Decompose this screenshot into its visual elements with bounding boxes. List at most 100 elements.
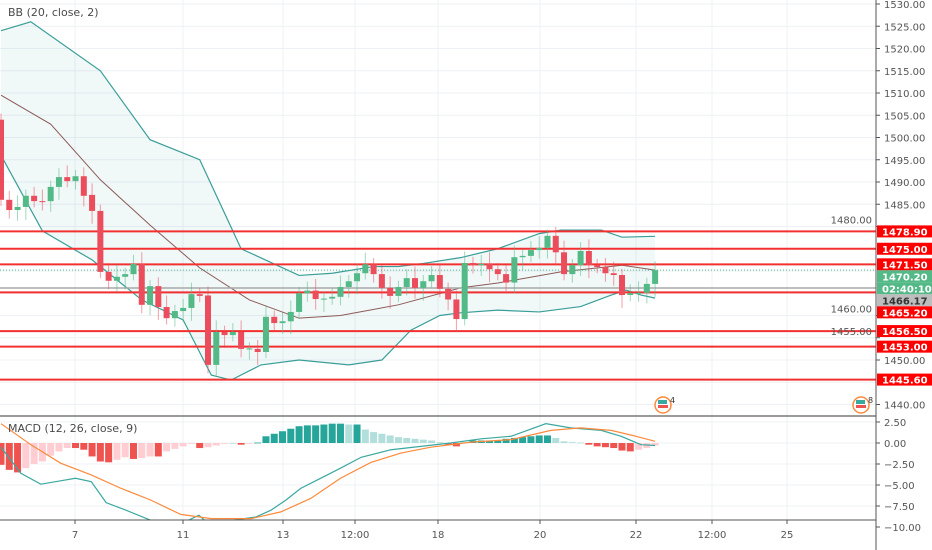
macd-histogram-bar: [535, 435, 543, 443]
candle-body: [213, 331, 220, 365]
level-price-label: 1465.20: [882, 308, 928, 319]
macd-histogram-bar: [378, 433, 386, 443]
candle-body: [378, 274, 385, 288]
bb-upper-line: [0, 21, 656, 277]
level-price-label-bg: [877, 258, 932, 271]
candle-body: [436, 275, 443, 289]
candle-body: [403, 278, 410, 288]
candle-body: [246, 348, 253, 350]
candle-body: [337, 287, 344, 297]
macd-tick-label: −5.00: [884, 481, 915, 492]
macd-histogram-bar: [651, 443, 659, 446]
macd-histogram-bar: [0, 443, 5, 465]
macd-histogram-bar: [295, 426, 303, 443]
macd-histogram-bar: [237, 443, 245, 445]
macd-histogram-bar: [436, 442, 444, 443]
candle-body: [395, 287, 402, 296]
macd-histogram-bar: [403, 437, 411, 443]
candle-body: [72, 176, 79, 182]
candle-body: [312, 290, 319, 300]
candle-body: [602, 266, 609, 274]
price-tick-label: 1510.00: [884, 89, 925, 100]
price-tick-label: 1480.00: [831, 216, 872, 227]
time-tick-label: 13: [277, 530, 290, 541]
macd-histogram-bar: [179, 443, 187, 447]
candle-body: [163, 307, 170, 319]
price-tick-label: 1515.00: [884, 67, 925, 78]
candle-body: [188, 294, 195, 308]
time-tick-label: 20: [534, 530, 547, 541]
macd-histogram-bar: [510, 437, 518, 443]
candle-body: [552, 235, 559, 253]
band-fill: [1, 21, 656, 381]
macd-histogram-bar: [519, 437, 527, 443]
time-tick-label: 12:00: [341, 530, 370, 541]
candle-body: [527, 250, 534, 256]
macd-histogram-bar: [279, 431, 287, 443]
event-icon-base: [856, 405, 866, 408]
level-price-label: 1475.00: [882, 245, 928, 256]
macd-histogram-bar: [80, 443, 88, 450]
macd-histogram-bar: [187, 443, 195, 444]
candle-body: [147, 286, 154, 305]
candle-body: [205, 295, 211, 365]
time-tick-label: 7: [72, 530, 78, 541]
candle-body: [238, 331, 245, 349]
candle-body: [494, 269, 501, 275]
macd-histogram-bar: [345, 424, 353, 443]
macd-histogram-bar: [585, 443, 593, 445]
macd-histogram-bar: [626, 443, 634, 452]
macd-histogram-bar: [560, 441, 568, 443]
candle-body: [354, 273, 361, 282]
macd-histogram-bar: [635, 443, 643, 450]
crosshair-price-label: 1466.17: [882, 296, 928, 307]
macd-histogram-bar: [163, 443, 171, 452]
candle-body: [544, 235, 551, 248]
event-icon-base: [658, 405, 668, 408]
candle-body: [619, 275, 625, 296]
candle-body: [519, 255, 526, 258]
macd-histogram-bar: [30, 443, 38, 464]
macd-histogram-bar: [552, 437, 560, 443]
candle-body: [320, 298, 327, 300]
event-icon-bars: [856, 400, 865, 404]
candle-body: [345, 281, 352, 288]
candle-body: [14, 206, 21, 211]
candle-body: [486, 263, 493, 270]
macd-histogram-bar: [577, 442, 585, 444]
macd-histogram-bar: [113, 443, 121, 460]
macd-histogram-bar: [419, 439, 427, 443]
macd-histogram-bar: [270, 433, 278, 443]
macd-histogram-bar: [320, 424, 328, 443]
macd-tick-label: 2.50: [884, 418, 906, 429]
candle-body: [89, 194, 96, 211]
macd-histogram-bar: [171, 443, 179, 449]
level-price-label-bg: [877, 242, 932, 255]
candle-body: [6, 199, 13, 211]
event-count: 8: [868, 396, 873, 405]
macd-histogram-bar: [287, 428, 295, 443]
macd-pane: [0, 415, 932, 525]
macd-legend[interactable]: MACD (12, 26, close, 9): [8, 422, 138, 435]
macd-histogram-bar: [146, 443, 154, 457]
macd-histogram-bar: [486, 440, 494, 443]
candle-body: [412, 278, 418, 288]
macd-histogram-bar: [121, 443, 129, 458]
macd-histogram-bar: [5, 443, 13, 470]
level-price-label-bg: [877, 306, 932, 319]
candle-body: [652, 270, 659, 284]
candle-body: [569, 265, 576, 275]
bb-legend[interactable]: BB (20, close, 2): [8, 6, 99, 19]
candle-body: [420, 281, 427, 288]
macd-histogram-bar: [245, 443, 253, 444]
macd-histogram-bar: [221, 443, 229, 444]
macd-histogram-bar: [370, 432, 378, 443]
macd-histogram-bar: [138, 443, 146, 459]
macd-histogram-bar: [129, 443, 137, 459]
macd-line: [0, 423, 656, 525]
price-tick-label: 1495.00: [884, 156, 925, 167]
candle-body: [31, 195, 38, 202]
